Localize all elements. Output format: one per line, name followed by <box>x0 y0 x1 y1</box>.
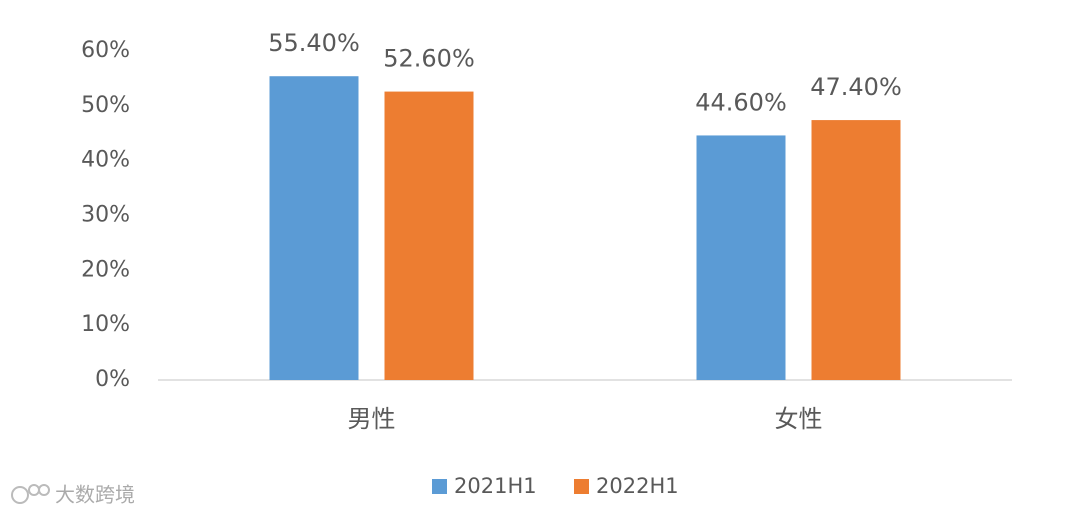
legend-label: 2021H1 <box>454 474 537 498</box>
bar <box>269 76 359 381</box>
y-tick-label: 60% <box>81 38 130 63</box>
legend-swatch <box>574 479 589 494</box>
y-tick-label: 50% <box>81 93 130 118</box>
legend-swatch <box>432 479 447 494</box>
watermark: 大数跨境 <box>55 483 135 507</box>
bar <box>384 91 474 381</box>
y-tick-label: 20% <box>81 257 130 282</box>
x-tick-label: 男性 <box>348 405 396 433</box>
y-tick-label: 0% <box>95 367 130 392</box>
legend-label: 2022H1 <box>596 474 679 498</box>
y-tick-label: 30% <box>81 203 130 228</box>
value-label: 52.60% <box>383 45 475 73</box>
bar <box>696 135 786 380</box>
y-tick-label: 10% <box>81 312 130 337</box>
watermark-icon <box>11 484 50 504</box>
value-label: 44.60% <box>695 88 787 116</box>
x-tick-label: 女性 <box>775 405 823 433</box>
value-label: 55.40% <box>268 29 360 57</box>
bar <box>811 120 901 380</box>
y-tick-label: 40% <box>81 148 130 173</box>
value-label: 47.40% <box>810 73 902 101</box>
